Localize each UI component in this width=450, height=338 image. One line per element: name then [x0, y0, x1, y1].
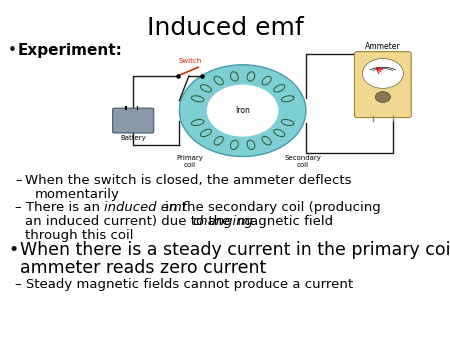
Text: in the secondary coil (producing: in the secondary coil (producing [161, 201, 381, 214]
Text: Experiment:: Experiment: [18, 43, 123, 58]
Circle shape [207, 84, 279, 137]
Circle shape [180, 65, 306, 156]
Text: Secondary
coil: Secondary coil [284, 155, 321, 168]
Text: Ammeter: Ammeter [365, 42, 400, 51]
FancyBboxPatch shape [355, 52, 411, 118]
Text: Induced emf: Induced emf [147, 16, 303, 40]
Text: Battery: Battery [120, 136, 146, 141]
Text: When the switch is closed, the ammeter deflects: When the switch is closed, the ammeter d… [25, 174, 351, 187]
Text: Switch: Switch [178, 57, 201, 64]
Text: Iron: Iron [235, 106, 250, 115]
Circle shape [362, 58, 403, 88]
Text: an induced current) due to the: an induced current) due to the [25, 215, 234, 228]
Text: When there is a steady current in the primary coil, the: When there is a steady current in the pr… [20, 241, 450, 259]
Text: ammeter reads zero current: ammeter reads zero current [20, 259, 266, 277]
FancyBboxPatch shape [112, 108, 154, 133]
Text: momentarily: momentarily [35, 188, 120, 201]
Text: changing: changing [192, 215, 253, 228]
Text: induced emf: induced emf [104, 201, 186, 214]
Text: •: • [8, 43, 17, 58]
Text: •: • [8, 241, 18, 259]
Text: Primary
coil: Primary coil [176, 155, 203, 168]
Circle shape [375, 92, 391, 102]
Text: – There is an: – There is an [15, 201, 104, 214]
Text: –: – [15, 174, 22, 187]
Text: magnetic field: magnetic field [233, 215, 333, 228]
Text: – Steady magnetic fields cannot produce a current: – Steady magnetic fields cannot produce … [15, 278, 353, 291]
Text: through this coil: through this coil [25, 229, 134, 242]
